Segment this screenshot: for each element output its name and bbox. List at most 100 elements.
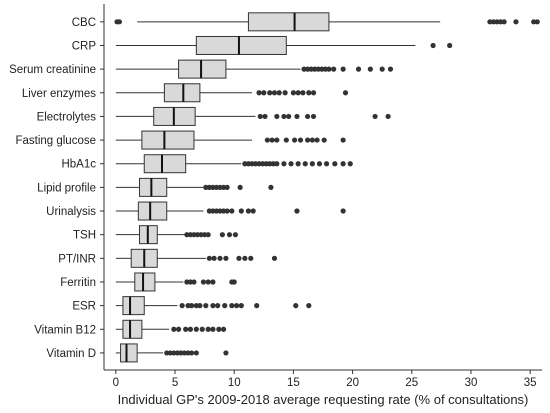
outlier-point <box>274 137 280 143</box>
x-tick-label: 10 <box>228 377 241 389</box>
outlier-point <box>323 161 330 167</box>
outlier-point <box>367 66 373 72</box>
outlier-point <box>223 255 229 261</box>
outlier-point <box>203 303 209 309</box>
outlier-point <box>242 255 248 261</box>
outlier-point <box>232 232 238 238</box>
outliers-layer <box>114 19 540 356</box>
outlier-point <box>274 113 280 120</box>
outlier-point <box>222 303 228 309</box>
outlier-point <box>294 113 300 120</box>
x-tick-label: 30 <box>465 377 478 389</box>
outlier-point <box>268 184 274 190</box>
outlier-point <box>309 161 315 167</box>
outlier-point <box>183 326 189 332</box>
outlier-point <box>286 113 292 120</box>
outlier-point <box>316 161 323 167</box>
category-label: CRP <box>72 40 97 52</box>
outlier-point <box>340 66 346 72</box>
outlier-point <box>254 303 260 309</box>
outlier-point <box>297 137 304 143</box>
outlier-point <box>238 208 244 214</box>
outlier-point <box>193 350 199 356</box>
outlier-point <box>233 303 240 309</box>
outlier-point <box>332 161 338 167</box>
box-iqr <box>137 201 168 221</box>
outlier-point <box>262 113 268 120</box>
category-label: ESR <box>72 301 96 313</box>
outlier-point <box>193 326 199 332</box>
category-label: PT/INR <box>58 253 96 265</box>
outlier-point <box>231 279 237 285</box>
outlier-point <box>210 279 216 285</box>
outlier-point <box>223 350 229 356</box>
outlier-point <box>210 303 216 309</box>
x-tick-label: 25 <box>405 377 418 389</box>
outlier-point <box>226 232 233 238</box>
outlier-point <box>264 137 270 143</box>
outlier-point <box>248 255 254 261</box>
outlier-point <box>501 19 507 25</box>
category-label: Fasting glucose <box>15 135 96 147</box>
outlier-point <box>229 303 235 309</box>
outlier-point <box>224 208 230 214</box>
x-tick-label: 35 <box>524 377 537 389</box>
outlier-point <box>210 326 216 332</box>
outlier-point <box>189 350 195 356</box>
outlier-point <box>245 208 252 214</box>
outlier-point <box>340 137 346 143</box>
outlier-point <box>171 326 177 332</box>
outlier-point <box>276 90 282 96</box>
outlier-point <box>294 208 300 214</box>
outlier-point <box>189 303 195 309</box>
outlier-point <box>355 66 362 72</box>
outlier-point <box>310 113 317 120</box>
box-iqr <box>139 177 168 197</box>
x-axis-title: Individual GP's 2009-2018 average reques… <box>118 392 529 407</box>
outlier-point <box>256 90 262 96</box>
outlier-point <box>290 90 297 96</box>
outlier-point <box>293 303 299 309</box>
labels-layer: 0 5 10 15 20 25 30 35 CBC CRP Serum creatinine Live… <box>9 17 536 389</box>
category-label: Vitamin D <box>46 348 96 360</box>
category-label: Lipid profile <box>37 182 96 194</box>
outlier-point <box>229 208 235 214</box>
outlier-point <box>261 90 267 96</box>
box-iqr <box>163 83 201 103</box>
category-label: HbA1c <box>61 159 96 171</box>
outlier-point <box>379 66 385 72</box>
outlier-point <box>300 90 306 96</box>
outlier-point <box>321 137 327 143</box>
outlier-point <box>326 66 332 72</box>
outlier-point <box>199 326 205 332</box>
outlier-point <box>347 161 353 167</box>
outlier-point <box>271 255 278 261</box>
outlier-point <box>217 255 223 261</box>
outlier-point <box>237 184 243 190</box>
x-tick-label: 0 <box>113 377 119 389</box>
outlier-point <box>220 326 227 332</box>
outlier-point <box>295 161 301 167</box>
outlier-point <box>267 90 273 96</box>
box-iqr <box>122 296 145 316</box>
outlier-point <box>238 303 244 309</box>
outlier-point <box>281 113 287 120</box>
outlier-point <box>305 137 311 143</box>
outlier-point <box>340 208 346 214</box>
outlier-point <box>288 161 294 167</box>
outlier-point <box>306 90 312 96</box>
outlier-point <box>274 161 280 167</box>
category-label: Vitamin B12 <box>34 324 96 336</box>
outlier-point <box>205 326 211 332</box>
outlier-point <box>310 90 317 96</box>
outlier-point <box>257 113 263 120</box>
outlier-point <box>197 303 203 309</box>
outlier-point <box>305 113 311 120</box>
category-label: Serum creatinine <box>9 64 96 76</box>
outlier-point <box>342 90 349 96</box>
outlier-point <box>387 66 394 72</box>
box-iqr <box>122 319 143 339</box>
outlier-point <box>340 161 346 167</box>
